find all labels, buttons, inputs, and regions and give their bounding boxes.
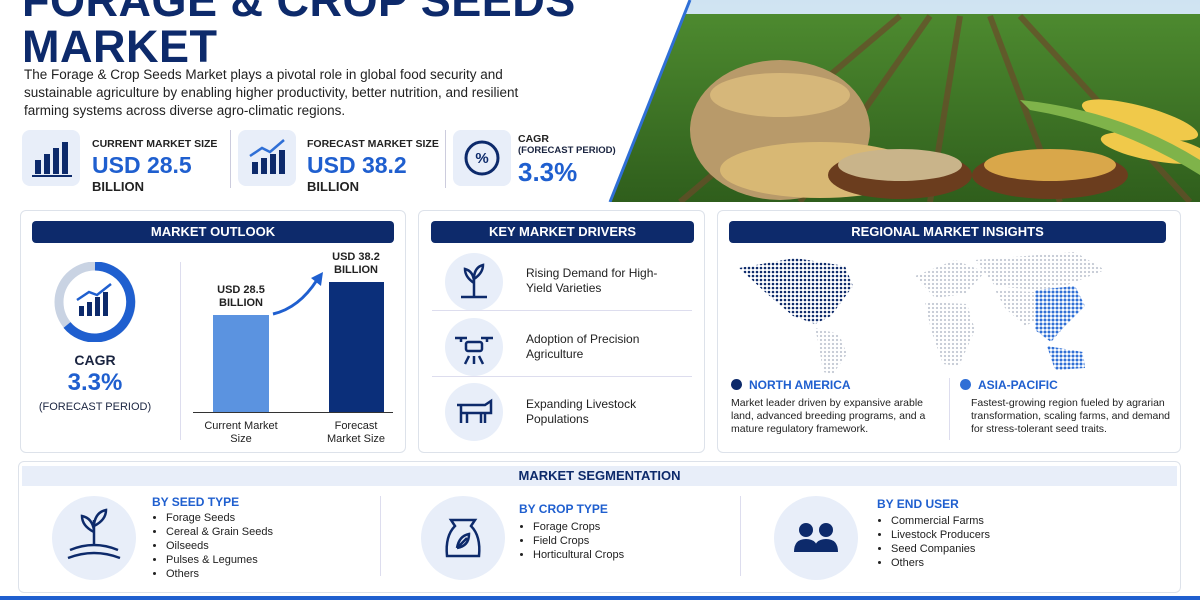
segment-icon [52, 496, 136, 580]
section-title: REGIONAL MARKET INSIGHTS [729, 221, 1166, 243]
metric-value: USD 38.2 [307, 152, 407, 178]
segment-item: Forage Crops [533, 520, 624, 534]
metric-unit: BILLION [92, 179, 144, 194]
divider [432, 310, 692, 311]
metric-label: CAGR [518, 133, 549, 145]
bar [213, 315, 269, 412]
segment-icon [421, 496, 505, 580]
divider [740, 496, 741, 576]
driver-icon [445, 318, 503, 376]
bar-label: USD 28.5 BILLION [217, 284, 265, 310]
metric-label: FORECAST MARKET SIZE [307, 138, 439, 150]
region-name: ASIA-PACIFIC [978, 378, 1058, 392]
segment-list: Forage Crops Field Crops Horticultural C… [519, 520, 624, 562]
metric-value: 3.3% [518, 157, 578, 187]
divider [445, 130, 446, 188]
segment-list: Commercial Farms Livestock Producers See… [877, 514, 990, 570]
bar-chart: USD 28.5 BILLION USD 38.2 BILLION [193, 240, 393, 413]
divider [380, 496, 381, 576]
segment-item: Others [166, 567, 273, 581]
cagr-donut [54, 262, 136, 342]
driver-icon [445, 253, 503, 311]
footer-bar [0, 596, 1200, 600]
metric-unit: BILLION [307, 179, 359, 194]
section-title: KEY MARKET DRIVERS [431, 221, 694, 243]
divider [230, 130, 231, 188]
segment-item: Horticultural Crops [533, 548, 624, 562]
metric-label: CURRENT MARKET SIZE [92, 138, 218, 150]
bar [329, 282, 384, 412]
legend-dot [960, 379, 971, 390]
section-title: MARKET SEGMENTATION [22, 466, 1177, 486]
cagr-note: (FORECAST PERIOD) [38, 401, 152, 413]
segment-item: Pulses & Legumes [166, 553, 273, 567]
segment-title: BY SEED TYPE [152, 495, 240, 509]
section-title: MARKET OUTLOOK [32, 221, 394, 243]
segment-item: Seed Companies [891, 542, 990, 556]
segment-title: BY CROP TYPE [519, 502, 608, 516]
field-photo [608, 0, 1200, 202]
segment-item: Field Crops [533, 534, 624, 548]
growth-arrow [272, 272, 323, 316]
divider [180, 262, 181, 440]
metric-note: (FORECAST PERIOD) [518, 145, 616, 156]
segment-item: Livestock Producers [891, 528, 990, 542]
segment-item: Oilseeds [166, 539, 273, 553]
driver-text: Expanding Livestock Populations [526, 397, 637, 426]
driver-icon [445, 383, 503, 441]
segment-item: Others [891, 556, 990, 570]
cagr-value: 3.3% [67, 369, 123, 396]
metric-icon [22, 130, 80, 186]
segment-list: Forage Seeds Cereal & Grain Seeds Oilsee… [152, 511, 273, 581]
metric-icon: % [453, 130, 511, 186]
divider [432, 376, 692, 377]
world-map [739, 252, 1105, 374]
segment-item: Cereal & Grain Seeds [166, 525, 273, 539]
metric-icon [238, 130, 296, 186]
driver-text: Rising Demand for High-Yield Varieties [526, 266, 658, 295]
region-text: Fastest-growing region fueled by agraria… [971, 397, 1171, 435]
divider [949, 378, 950, 440]
segment-item: Commercial Farms [891, 514, 990, 528]
bar-label: USD 38.2 BILLION [332, 251, 380, 277]
segment-icon [774, 496, 858, 580]
title: FORAGE & CROP SEEDS MARKET [22, 0, 576, 72]
description: The Forage & Crop Seeds Market plays a p… [24, 67, 519, 118]
svg-text:%: % [475, 150, 488, 167]
x-tick-label: Forecast Market Size [326, 420, 386, 445]
x-tick-label: Current Market Size [204, 420, 278, 445]
region-name: NORTH AMERICA [749, 378, 851, 392]
region-text: Market leader driven by expansive arable… [731, 397, 926, 435]
segment-title: BY END USER [877, 497, 959, 511]
legend-dot [731, 379, 742, 390]
metric-value: USD 28.5 [92, 152, 192, 178]
driver-text: Adoption of Precision Agriculture [526, 332, 640, 361]
segment-item: Forage Seeds [166, 511, 273, 525]
cagr-label: CAGR [74, 352, 116, 368]
